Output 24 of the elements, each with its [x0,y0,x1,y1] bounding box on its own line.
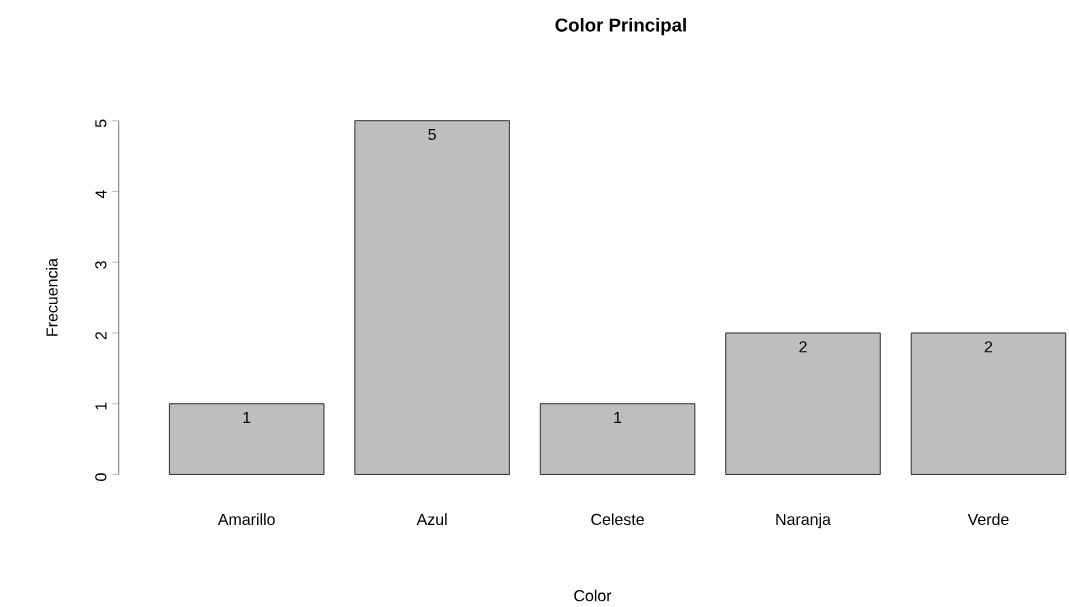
data-label: 2 [984,341,993,353]
bar [910,332,1067,476]
x-axis-title: Color [574,589,612,602]
bar [354,120,510,476]
bar [539,403,696,476]
bar [169,403,325,476]
data-label: 5 [428,129,436,141]
data-label: 2 [799,341,807,353]
y-tick-label: 5 [95,119,107,128]
bar [725,332,881,476]
y-tick-label: 0 [95,473,107,482]
data-label: 1 [614,412,622,424]
y-axis-title: Frecuencia [45,258,58,336]
x-tick-label: Celeste [591,513,644,526]
x-tick-label: Azul [416,513,447,526]
y-tick-label: 3 [95,261,107,269]
chart-title: Color Principal [555,18,686,36]
x-tick-label: Amarillo [217,513,275,526]
x-tick-label: Verde [967,513,1009,526]
y-tick-label: 2 [95,332,107,340]
y-tick-label: 4 [95,190,107,199]
x-tick-label: Naranja [776,513,831,529]
data-label: 1 [243,412,251,424]
y-tick-label: 1 [95,402,107,410]
